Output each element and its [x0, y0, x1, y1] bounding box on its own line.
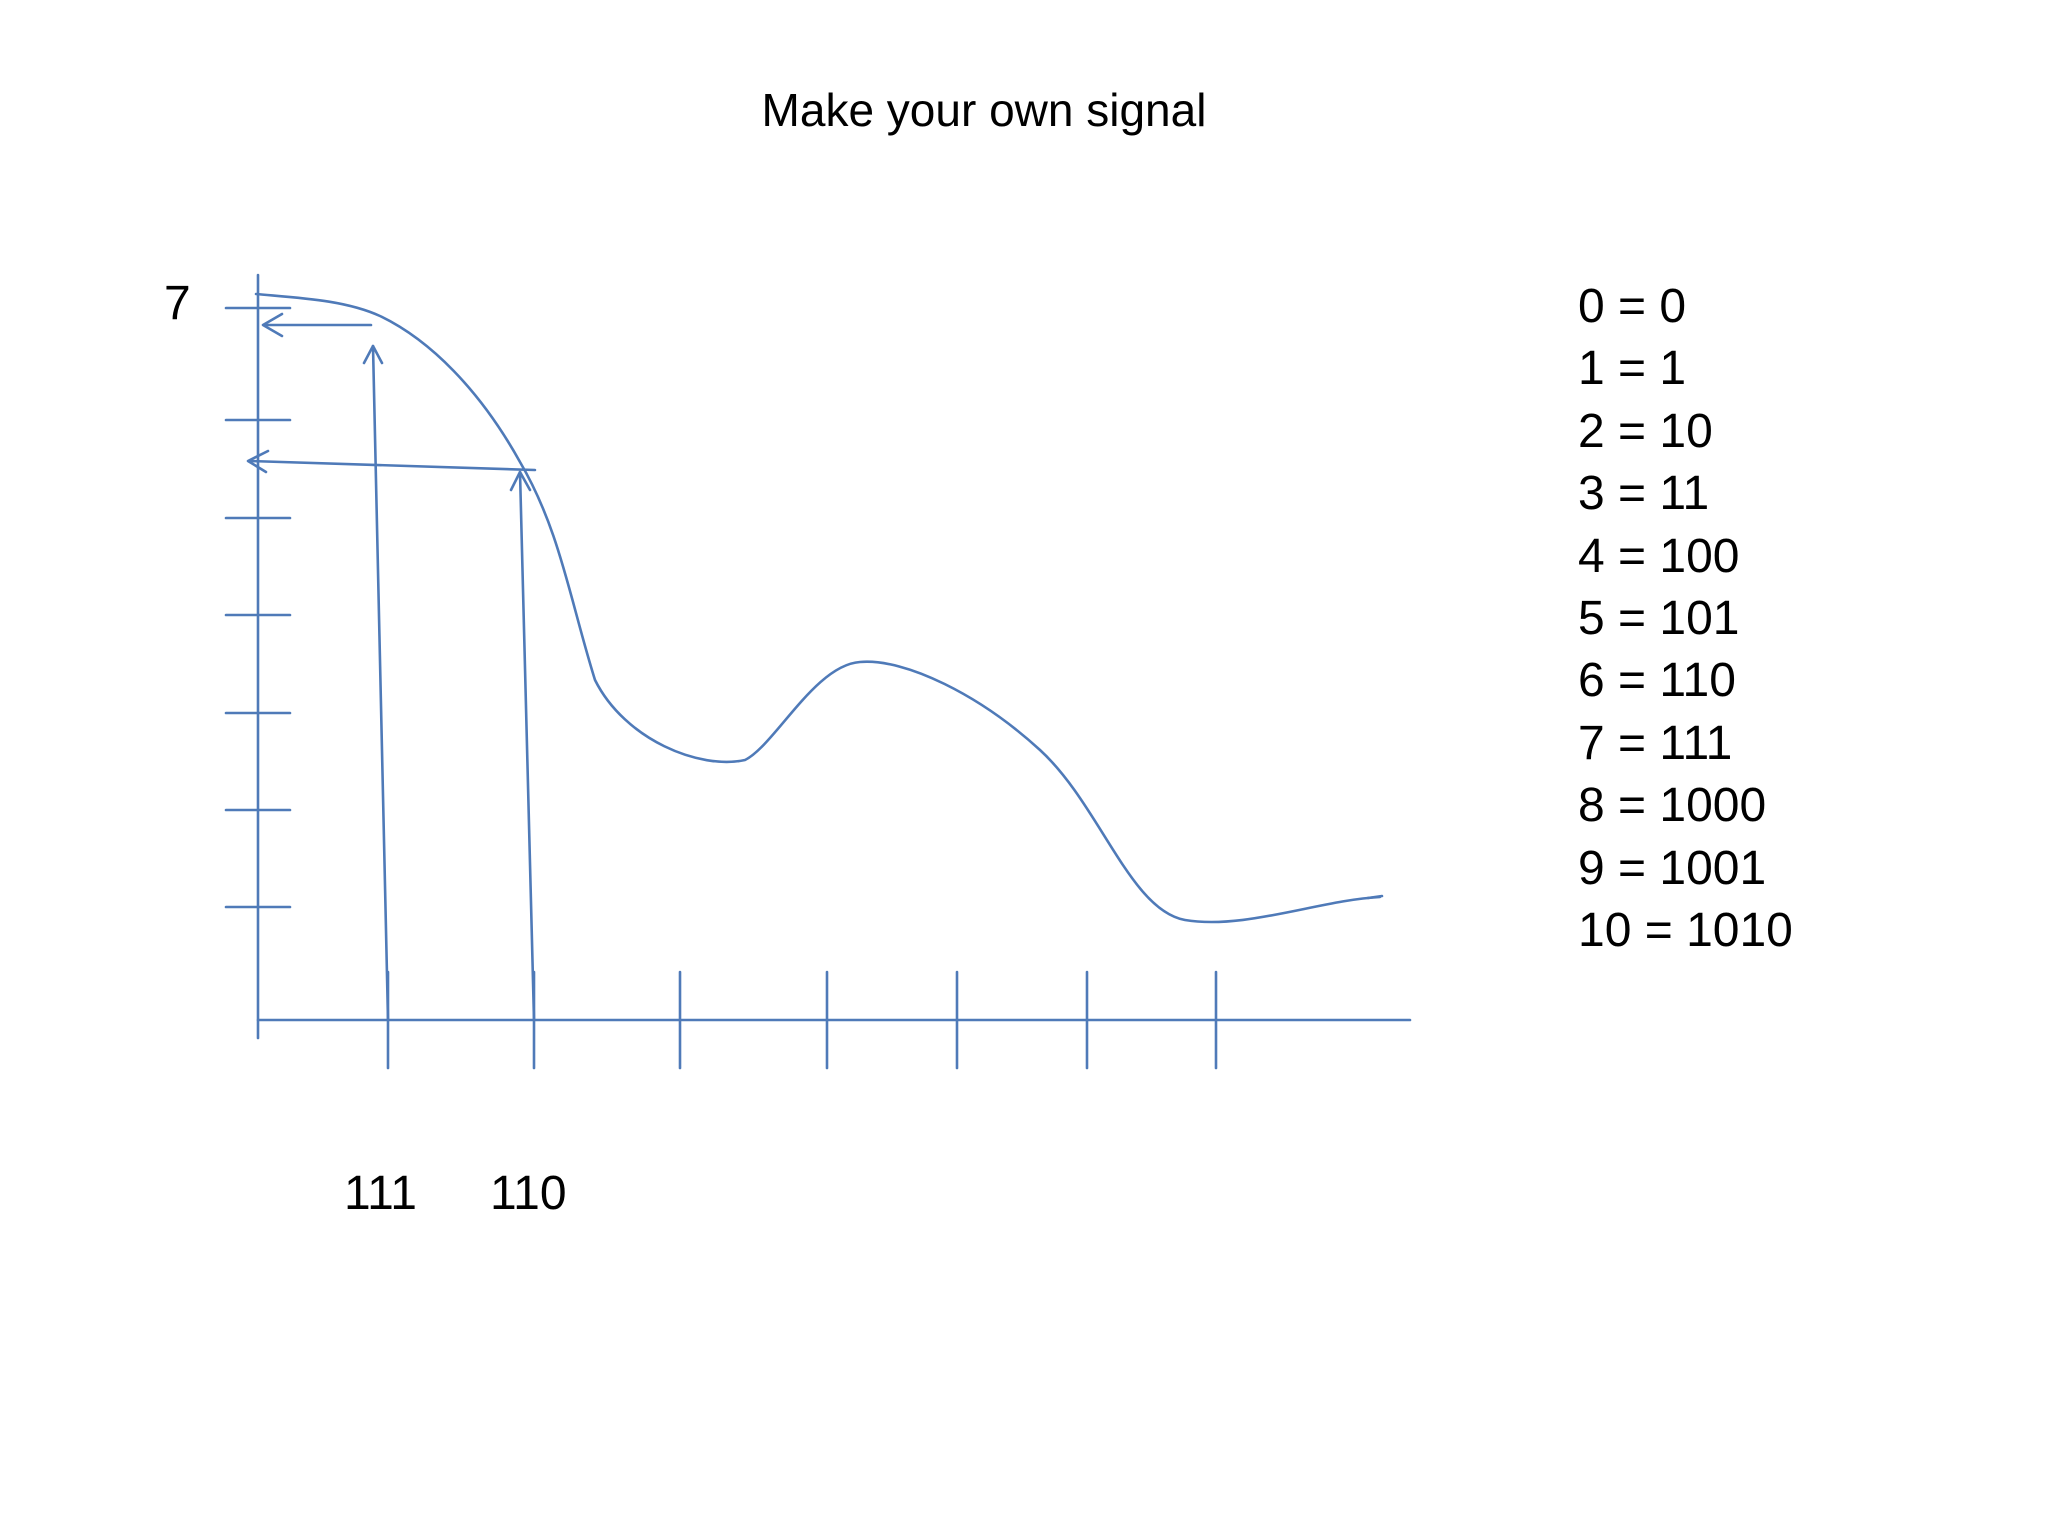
binary-conversion-list: 0 = 0 1 = 1 2 = 10 3 = 11 4 = 100 5 = 10…: [1578, 276, 1793, 962]
signal-curve: [254, 292, 1382, 924]
slide-title: Make your own signal: [761, 84, 1207, 136]
y-axis-ticks: [224, 306, 292, 909]
readout-line-110: [248, 459, 537, 472]
binary-entry: 6 = 110: [1578, 654, 1736, 708]
readout-arrowhead-left-110: [246, 449, 270, 474]
binary-entry: 2 = 10: [1578, 404, 1713, 458]
y-axis-label-7: 7: [164, 277, 191, 330]
binary-entry: 8 = 1000: [1578, 779, 1767, 833]
readout-arrowhead-left-111: [261, 312, 284, 338]
binary-entry: 9 = 1001: [1578, 841, 1767, 895]
sample-arrowhead-up-111: [362, 344, 384, 365]
sample-arrowhead-up-110: [509, 470, 532, 492]
binary-entry: 5 = 101: [1578, 592, 1740, 646]
signal-curve-end-stroke: [1366, 894, 1384, 900]
binary-entry: 3 = 11: [1578, 467, 1710, 521]
binary-entry: 4 = 100: [1578, 529, 1740, 583]
binary-entry: 10 = 1010: [1578, 904, 1793, 958]
x-axis-label-111: 111: [344, 1167, 417, 1220]
binary-entry: 7 = 111: [1578, 716, 1733, 770]
sample-line-111: [371, 344, 390, 1022]
binary-entry: 0 = 0: [1578, 280, 1687, 333]
x-axis-label-110: 110: [490, 1167, 567, 1220]
sample-line-110: [518, 470, 536, 1022]
binary-entry: 1 = 1: [1578, 342, 1687, 396]
